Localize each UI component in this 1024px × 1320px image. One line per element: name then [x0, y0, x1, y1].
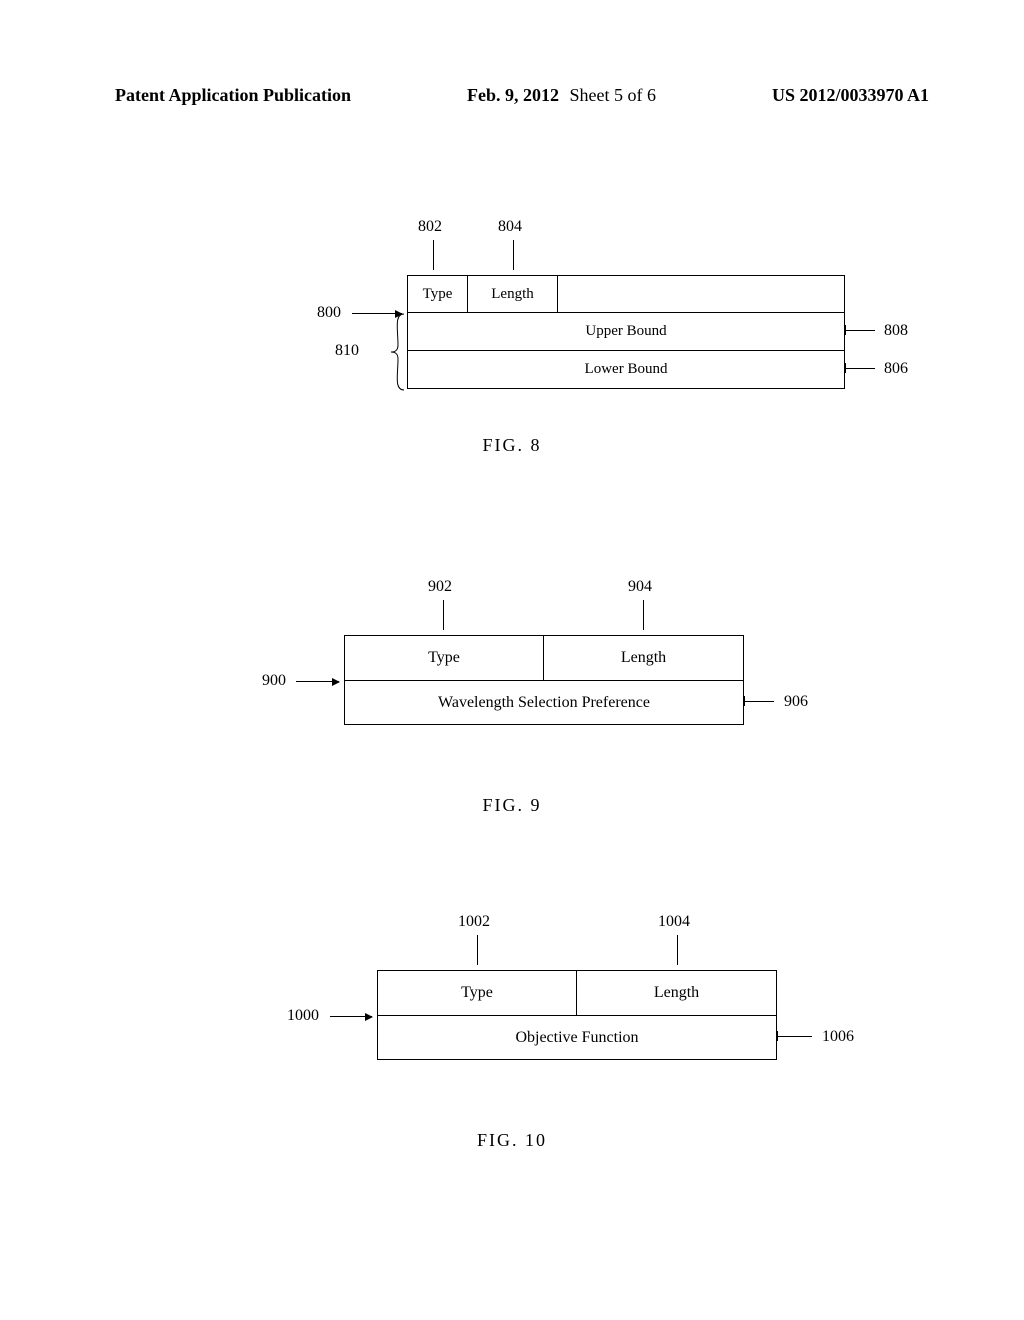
arrow-1000: [330, 1016, 372, 1017]
leader-802: [433, 240, 434, 270]
fig8-row1: Type Length: [408, 276, 844, 312]
leader-806: [845, 368, 875, 369]
ref-800: 800: [317, 304, 341, 322]
tick-906: [744, 696, 745, 706]
ref-808: 808: [884, 322, 908, 340]
tick-806: [845, 363, 846, 373]
ref-802: 802: [418, 218, 442, 236]
leader-902: [443, 600, 444, 630]
cell-type: Type: [408, 276, 468, 312]
cell-lower: Lower Bound: [408, 350, 844, 388]
leader-804: [513, 240, 514, 270]
ref-900: 900: [262, 672, 286, 690]
fig10-caption: FIG. 10: [0, 1130, 1024, 1151]
ref-1002: 1002: [458, 913, 490, 931]
ref-1000: 1000: [287, 1007, 319, 1025]
leader-1004: [677, 935, 678, 965]
cell-blank: [558, 276, 844, 312]
ref-1006: 1006: [822, 1028, 854, 1046]
leader-906: [744, 701, 774, 702]
tick-1006: [777, 1031, 778, 1041]
tick-808: [845, 325, 846, 335]
cell-upper: Upper Bound: [408, 312, 844, 350]
ref-904: 904: [628, 578, 652, 596]
ref-804: 804: [498, 218, 522, 236]
cell-body: Objective Function: [378, 1015, 776, 1059]
leader-808: [845, 330, 875, 331]
fig10-row1: Type Length: [378, 971, 776, 1015]
header-center: Feb. 9, 2012 Sheet 5 of 6: [467, 85, 656, 106]
header-left: Patent Application Publication: [115, 85, 351, 106]
fig9-table: Type Length Wavelength Selection Prefere…: [344, 635, 744, 725]
brace-810-icon: [371, 312, 406, 392]
cell-length: Length: [544, 636, 743, 680]
cell-type: Type: [345, 636, 544, 680]
cell-length: Length: [577, 971, 776, 1015]
header-date: Feb. 9, 2012: [467, 85, 559, 105]
ref-806: 806: [884, 360, 908, 378]
fig10-table: Type Length Objective Function: [377, 970, 777, 1060]
fig9-caption: FIG. 9: [0, 795, 1024, 816]
cell-body: Wavelength Selection Preference: [345, 680, 743, 724]
figure-9: 902 904 Type Length Wavelength Selection…: [0, 570, 1024, 816]
arrow-900: [296, 681, 339, 682]
header-pub: US 2012/0033970 A1: [772, 85, 929, 106]
cell-type: Type: [378, 971, 577, 1015]
leader-904: [643, 600, 644, 630]
page-header: Patent Application Publication Feb. 9, 2…: [0, 85, 1024, 106]
cell-length: Length: [468, 276, 558, 312]
ref-906: 906: [784, 693, 808, 711]
leader-1006: [777, 1036, 812, 1037]
fig8-table: Type Length Upper Bound Lower Bound: [407, 275, 845, 389]
leader-1002: [477, 935, 478, 965]
fig9-row1: Type Length: [345, 636, 743, 680]
header-mid: Sheet 5 of 6: [570, 85, 656, 105]
ref-810: 810: [335, 342, 359, 360]
figure-8: 802 804 Type Length Upper Bound Lower Bo…: [0, 210, 1024, 456]
figure-10: 1002 1004 Type Length Objective Function…: [0, 905, 1024, 1151]
ref-1004: 1004: [658, 913, 690, 931]
ref-902: 902: [428, 578, 452, 596]
fig8-caption: FIG. 8: [0, 435, 1024, 456]
